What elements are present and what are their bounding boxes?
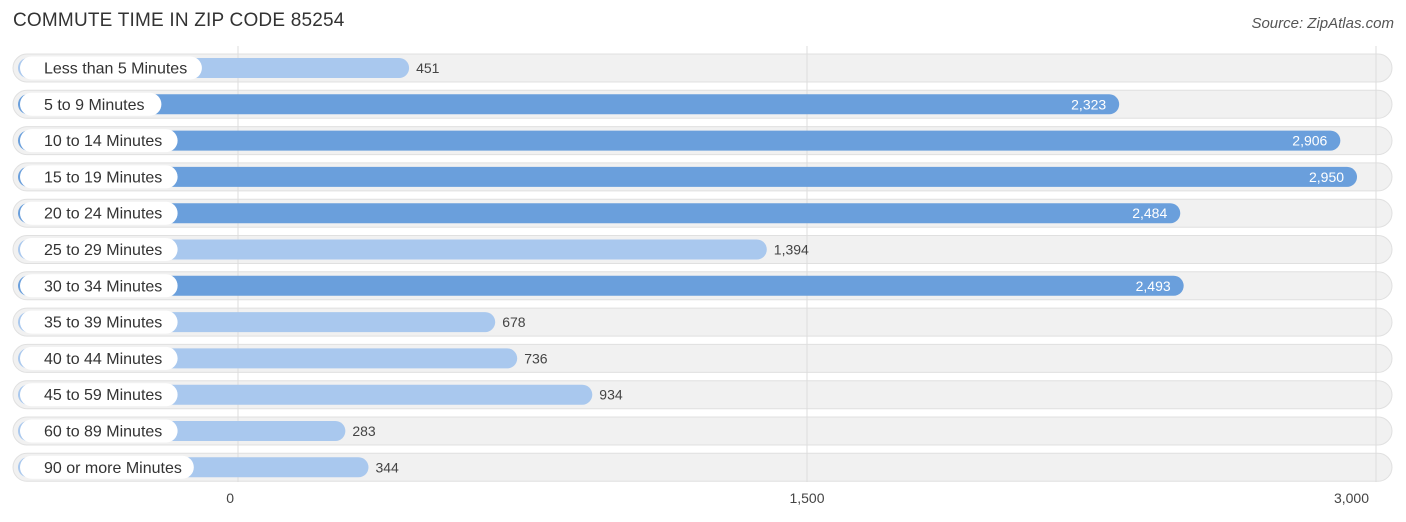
bar (18, 275, 1184, 296)
category-pill (20, 455, 194, 479)
x-tick-label: 3,000 (1334, 490, 1369, 506)
bar (18, 203, 1181, 224)
x-tick-label: 0 (226, 490, 234, 506)
category-label: 90 or more Minutes (44, 460, 182, 477)
category-pill (20, 165, 178, 189)
category-label: Less than 5 Minutes (44, 61, 187, 78)
bar (18, 166, 1358, 187)
value-label: 736 (524, 350, 548, 366)
category-label: 45 to 59 Minutes (44, 387, 162, 404)
bar (18, 94, 1120, 115)
value-label: 2,323 (1071, 96, 1106, 112)
category-pill (20, 310, 178, 334)
category-label: 5 to 9 Minutes (44, 97, 145, 114)
value-label: 2,906 (1292, 133, 1327, 149)
chart-title: COMMUTE TIME IN ZIP CODE 85254 (13, 10, 345, 31)
value-label: 2,950 (1309, 169, 1344, 185)
category-pill (20, 129, 178, 153)
category-label: 25 to 29 Minutes (44, 242, 162, 259)
value-label: 451 (416, 60, 440, 76)
category-pill (20, 346, 178, 370)
category-label: 20 to 24 Minutes (44, 206, 162, 223)
category-label: 60 to 89 Minutes (44, 424, 162, 441)
bar (18, 239, 767, 260)
category-pill (20, 201, 178, 225)
value-label: 678 (502, 314, 526, 330)
chart-source: Source: ZipAtlas.com (1251, 15, 1394, 32)
value-label: 344 (375, 459, 399, 475)
value-label: 934 (599, 387, 623, 403)
value-label: 2,493 (1136, 278, 1171, 294)
bar (18, 130, 1341, 151)
category-pill (20, 419, 178, 443)
category-pill (20, 56, 202, 80)
category-pill (20, 383, 178, 407)
value-label: 283 (352, 423, 376, 439)
category-label: 30 to 34 Minutes (44, 278, 162, 295)
x-tick-label: 1,500 (789, 490, 824, 506)
category-pill (20, 274, 178, 298)
category-label: 35 to 39 Minutes (44, 315, 162, 332)
category-label: 15 to 19 Minutes (44, 169, 162, 186)
category-label: 40 to 44 Minutes (44, 351, 162, 368)
bar-track (12, 416, 1393, 446)
value-label: 2,484 (1132, 205, 1167, 221)
category-pill (20, 238, 178, 261)
category-pill (20, 92, 162, 116)
category-label: 10 to 14 Minutes (44, 133, 162, 150)
value-label: 1,394 (774, 242, 809, 258)
